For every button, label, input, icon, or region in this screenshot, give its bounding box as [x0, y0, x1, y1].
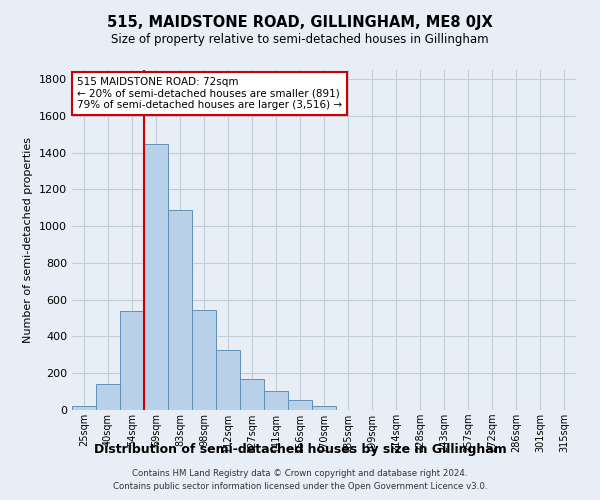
Bar — [96, 384, 120, 410]
Bar — [192, 310, 216, 410]
Bar — [144, 144, 168, 410]
Bar — [168, 210, 192, 410]
Bar — [120, 311, 144, 410]
Text: 515, MAIDSTONE ROAD, GILLINGHAM, ME8 0JX: 515, MAIDSTONE ROAD, GILLINGHAM, ME8 0JX — [107, 15, 493, 30]
Text: Size of property relative to semi-detached houses in Gillingham: Size of property relative to semi-detach… — [111, 32, 489, 46]
Text: 515 MAIDSTONE ROAD: 72sqm
← 20% of semi-detached houses are smaller (891)
79% of: 515 MAIDSTONE ROAD: 72sqm ← 20% of semi-… — [77, 77, 342, 110]
Text: Contains public sector information licensed under the Open Government Licence v3: Contains public sector information licen… — [113, 482, 487, 491]
Text: Contains HM Land Registry data © Crown copyright and database right 2024.: Contains HM Land Registry data © Crown c… — [132, 468, 468, 477]
Bar — [312, 406, 336, 410]
Bar — [264, 390, 288, 410]
Bar — [216, 350, 240, 410]
Bar — [288, 400, 312, 410]
Y-axis label: Number of semi-detached properties: Number of semi-detached properties — [23, 137, 34, 343]
Bar — [240, 379, 264, 410]
Bar — [72, 406, 96, 410]
Text: Distribution of semi-detached houses by size in Gillingham: Distribution of semi-detached houses by … — [94, 442, 506, 456]
